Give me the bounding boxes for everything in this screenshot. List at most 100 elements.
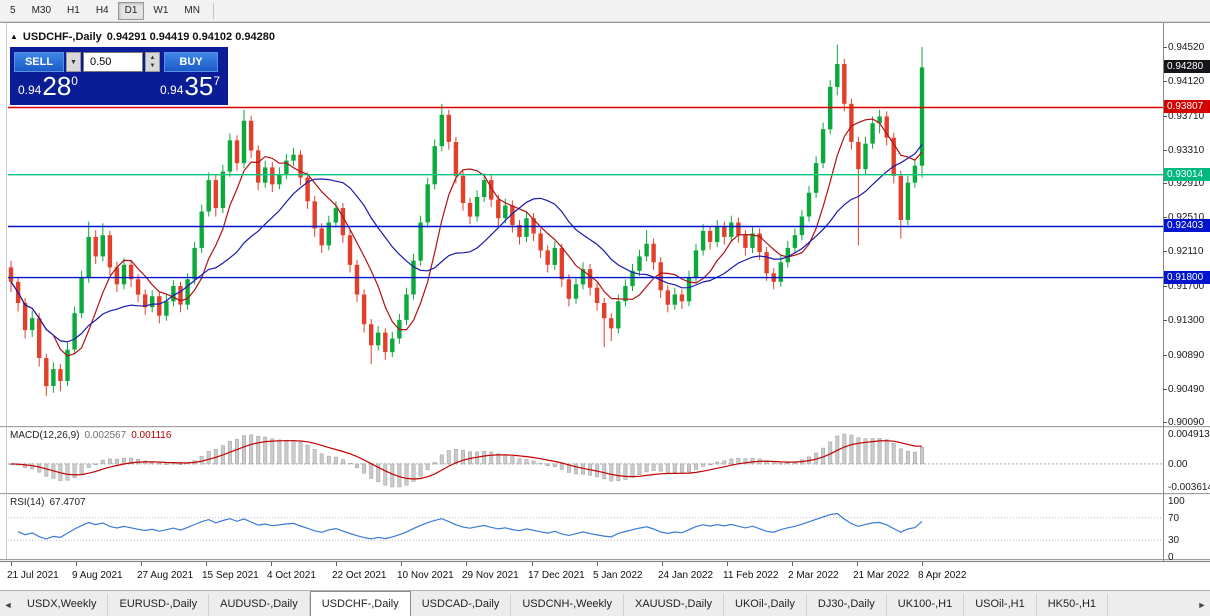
date-axis-label: 5 Jan 2022 xyxy=(593,570,643,581)
buy-price: 0.94 35 7 xyxy=(160,73,220,100)
chart-title: ▲ USDCHF-,Daily 0.94291 0.94419 0.94102 … xyxy=(10,31,275,43)
rsi-value: 67.4707 xyxy=(49,497,86,508)
buy-price-big: 35 xyxy=(184,71,214,101)
volume-spin-down-icon[interactable]: ▼ xyxy=(149,62,156,69)
macd-axis-label: 0.00 xyxy=(1168,459,1188,470)
price-axis-tick xyxy=(1163,251,1167,252)
price-axis-tick xyxy=(1163,286,1167,287)
date-axis: 21 Jul 2021 9 Aug 2021 27 Aug 2021 15 Sep 2… xyxy=(0,561,1210,590)
date-axis-label: 21 Jul 2021 xyxy=(7,570,59,581)
date-axis-tick xyxy=(336,562,337,566)
volume-dropdown-button[interactable]: ▼ xyxy=(66,51,81,72)
price-axis-label: 0.92510 xyxy=(1168,212,1205,223)
price-axis-label: 0.90890 xyxy=(1168,350,1205,361)
sell-price-main: 0.94 xyxy=(18,83,42,97)
rsi-axis-label: 100 xyxy=(1168,496,1185,507)
date-axis-tick xyxy=(857,562,858,566)
rsi-axis-label: 30 xyxy=(1168,535,1180,546)
date-axis-tick xyxy=(662,562,663,566)
volume-spin-up-icon[interactable]: ▲ xyxy=(149,54,156,61)
panel-separator[interactable] xyxy=(0,426,1210,428)
candles xyxy=(8,44,925,397)
timeframe-button-mn[interactable]: MN xyxy=(184,5,200,16)
price-axis-label: 0.92910 xyxy=(1168,178,1205,189)
macd-name: MACD(12,26,9) xyxy=(10,430,80,441)
date-axis-label: 29 Nov 2021 xyxy=(462,570,519,581)
price-axis-label: 0.90490 xyxy=(1168,384,1205,395)
timeframe-button-w1[interactable]: W1 xyxy=(153,5,169,16)
chart-tab-eurusd[interactable]: EURUSD-,Daily xyxy=(108,594,210,616)
chart-tab-usdcad[interactable]: USDCAD-,Daily xyxy=(411,594,512,616)
date-axis-label: 4 Oct 2021 xyxy=(267,570,316,581)
tabs-scroll-left-button[interactable]: ◄ xyxy=(3,600,13,610)
macd-axis-label: -0.003614 xyxy=(1168,482,1210,493)
price-badge: 0.92403 xyxy=(1164,219,1210,232)
date-axis-tick xyxy=(206,562,207,566)
chart-tab-usdchf[interactable]: USDCHF-,Daily xyxy=(309,591,411,616)
panel-separator[interactable] xyxy=(0,559,1210,561)
volume-input[interactable] xyxy=(83,51,143,72)
main-chart-canvas[interactable] xyxy=(0,23,1164,426)
price-axis-tick xyxy=(1163,389,1167,390)
volume-spinner[interactable]: ▲ ▼ xyxy=(145,51,160,72)
price-badge: 0.93807 xyxy=(1164,100,1210,113)
chart-tab-usdx[interactable]: USDX,Weekly xyxy=(16,594,109,616)
date-axis-label: 27 Aug 2021 xyxy=(137,570,194,581)
price-axis-tick xyxy=(1163,355,1167,356)
macd-signal-line xyxy=(10,440,923,480)
date-axis-tick xyxy=(271,562,272,566)
price-axis-tick xyxy=(1163,217,1167,218)
macd-panel-canvas[interactable] xyxy=(0,428,1164,493)
date-axis-label: 2 Mar 2022 xyxy=(788,570,839,581)
timeframe-button-h4[interactable]: H4 xyxy=(95,5,109,16)
chart-tabs: USDX,Weekly EURUSD-,Daily AUDUSD-,Daily USD… xyxy=(16,590,1109,616)
chart-tab-usdcnh[interactable]: USDCNH-,Weekly xyxy=(511,594,624,616)
buy-price-sup: 7 xyxy=(213,74,220,88)
chart-tab-dj30[interactable]: DJ30-,Daily xyxy=(807,594,887,616)
price-axis-divider xyxy=(1163,23,1164,561)
date-axis-label: 11 Feb 2022 xyxy=(723,570,779,581)
rsi-label: RSI(14) 67.4707 xyxy=(10,497,86,508)
macd-main-value: 0.002567 xyxy=(84,430,127,441)
date-axis-tick xyxy=(76,562,77,566)
date-axis-label: 8 Apr 2022 xyxy=(918,570,967,581)
horizontal-level-lines xyxy=(8,106,1163,279)
rsi-axis-label: 0 xyxy=(1168,552,1174,563)
rsi-panel-canvas[interactable] xyxy=(0,495,1164,559)
timeframe-button-d1[interactable]: D1 xyxy=(117,1,145,20)
ma-slow-line xyxy=(10,144,923,343)
chart-tab-xauusd[interactable]: XAUUSD-,Daily xyxy=(624,594,725,616)
bullish-arrow-icon: ▲ xyxy=(10,32,18,41)
buy-price-main: 0.94 xyxy=(160,83,184,97)
chart-tab-usoil[interactable]: USOil-,H1 xyxy=(964,594,1037,616)
date-axis-label: 24 Jan 2022 xyxy=(658,570,714,581)
price-axis-tick xyxy=(1163,422,1167,423)
chart-symbol-label: USDCHF-,Daily xyxy=(22,31,102,43)
price-axis-label: 0.90090 xyxy=(1168,417,1205,428)
chart-tab-ukoil[interactable]: UKOil-,Daily xyxy=(724,594,807,616)
price-axis-tick xyxy=(1163,320,1167,321)
chart-tab-hk50[interactable]: HK50-,H1 xyxy=(1037,594,1109,616)
panel-separator[interactable] xyxy=(0,493,1210,495)
timeframe-button-h1[interactable]: H1 xyxy=(67,5,80,16)
timeframe-button-m30[interactable]: M30 xyxy=(31,5,52,16)
chart-tab-uk100[interactable]: UK100-,H1 xyxy=(887,594,965,616)
chart-tab-audusd[interactable]: AUDUSD-,Daily xyxy=(209,594,310,616)
price-axis-label: 0.91300 xyxy=(1168,315,1205,326)
chart-window: ▲ USDCHF-,Daily 0.94291 0.94419 0.94102 … xyxy=(0,22,1210,590)
macd-signal-value: 0.001116 xyxy=(131,430,172,441)
sell-button[interactable]: SELL xyxy=(14,51,64,72)
date-axis-label: 17 Dec 2021 xyxy=(528,570,585,581)
price-axis-tick xyxy=(1163,150,1167,151)
buy-button[interactable]: BUY xyxy=(164,51,218,72)
price-axis-label: 0.93310 xyxy=(1168,145,1205,156)
timeframe-button-5[interactable]: 5 xyxy=(10,5,16,16)
date-axis-label: 22 Oct 2021 xyxy=(332,570,387,581)
chart-ohlc-values: 0.94291 0.94419 0.94102 0.94280 xyxy=(106,31,275,43)
date-axis-tick xyxy=(11,562,12,566)
tabs-scroll-right-button[interactable]: ► xyxy=(1197,600,1207,610)
chart-left-border xyxy=(6,23,7,561)
macd-histogram xyxy=(9,433,924,488)
date-axis-tick xyxy=(466,562,467,566)
price-axis-label: 0.94120 xyxy=(1168,76,1205,87)
